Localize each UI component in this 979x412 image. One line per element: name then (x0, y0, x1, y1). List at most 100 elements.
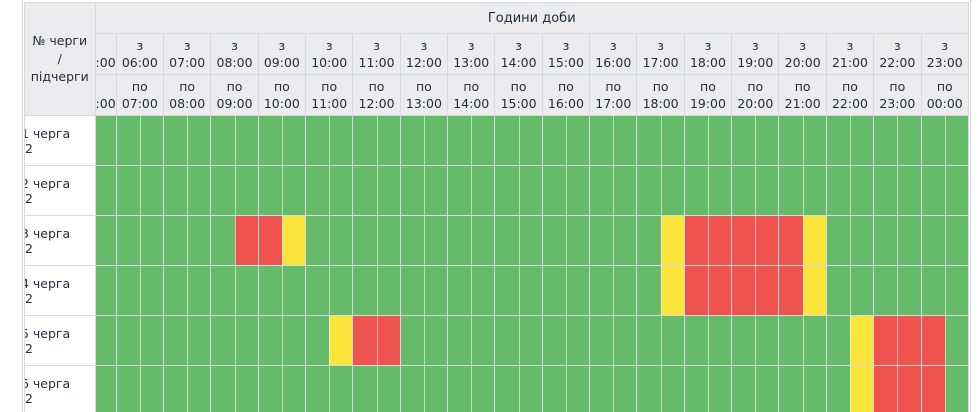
schedule-cell (162, 265, 212, 316)
half-hour-gridline (423, 266, 425, 315)
subqueue-number: 2 (25, 140, 33, 156)
schedule-cell (447, 265, 496, 316)
schedule-half-cell (139, 116, 163, 165)
half-hour-gridline (897, 266, 899, 315)
schedule-half-cell (542, 366, 566, 412)
schedule-half-cell (849, 116, 874, 165)
schedule-half-cell (258, 166, 282, 215)
schedule-half-cell (779, 316, 803, 365)
hour-from-2: з 07:00 (162, 33, 212, 75)
schedule-half-cell (590, 166, 614, 215)
schedule-cell (541, 115, 591, 166)
hour-from-prefix: з (846, 38, 854, 53)
hour-from-16: з 21:00 (825, 33, 875, 75)
schedule-cell (305, 365, 354, 412)
half-hour-gridline (518, 316, 520, 365)
hour-from-value: 16:00 (595, 55, 632, 70)
schedule-half-cell (471, 216, 495, 265)
hour-to-16: по 22:00 (825, 74, 875, 116)
schedule-half-cell (234, 366, 258, 412)
schedule-half-cell (849, 166, 874, 215)
hour-to-14: по 20:00 (731, 74, 780, 116)
schedule-cell (636, 315, 685, 366)
schedule-half-cell (660, 116, 684, 165)
hour-from-prefix: з (136, 38, 144, 53)
schedule-half-cell (684, 366, 708, 412)
hour-from-9: з 14:00 (494, 33, 543, 75)
schedule-half-cell (353, 366, 377, 412)
hour-from-prefix: з (941, 38, 949, 53)
schedule-cell (210, 165, 259, 216)
half-hour-gridline (518, 116, 520, 165)
schedule-half-cell (921, 116, 945, 165)
schedule-half-cell (376, 266, 400, 315)
schedule-half-cell (565, 216, 590, 265)
queue-name: 1 черга (24, 125, 71, 141)
hour-to-value: 20:00 (737, 96, 774, 111)
schedule-cell (162, 165, 212, 216)
half-hour-gridline (471, 366, 473, 412)
schedule-half-cell (921, 316, 945, 365)
half-hour-gridline (329, 216, 331, 265)
schedule-half-cell (944, 216, 968, 265)
half-hour-gridline (471, 166, 473, 215)
hour-to-prefix: по (842, 79, 858, 94)
hour-from-5: з 10:00 (305, 33, 354, 75)
schedule-half-cell (376, 216, 400, 265)
schedule-half-cell (281, 266, 306, 315)
half-hour-gridline (897, 316, 899, 365)
half-hour-gridline (423, 316, 425, 365)
half-hour-gridline (518, 216, 520, 265)
schedule-half-cell (423, 166, 448, 215)
schedule-half-cell (400, 266, 424, 315)
half-hour-gridline (376, 166, 378, 215)
queue-name: 4 черга (24, 275, 71, 291)
schedule-half-cell (874, 316, 898, 365)
schedule-half-cell (234, 216, 258, 265)
schedule-half-cell (660, 316, 684, 365)
schedule-half-cell (258, 316, 282, 365)
schedule-half-cell (448, 216, 472, 265)
hour-from-value: 10:00 (311, 55, 348, 70)
schedule-half-cell (400, 366, 424, 412)
schedule-cell (731, 265, 780, 316)
schedule-half-cell (779, 366, 803, 412)
half-hour-gridline (234, 266, 236, 315)
hour-from-prefix: з (231, 38, 238, 53)
schedule-half-cell (755, 166, 779, 215)
schedule-half-cell (139, 166, 163, 215)
schedule-cell (920, 165, 969, 216)
schedule-half-cell (211, 216, 235, 265)
schedule-half-cell (897, 166, 921, 215)
schedule-cell (399, 165, 449, 216)
schedule-half-cell (95, 116, 116, 165)
schedule-cell (731, 115, 780, 166)
hour-to-value: 11:00 (311, 96, 348, 111)
schedule-half-cell (306, 316, 330, 365)
schedule-cell (94, 265, 117, 316)
schedule-half-cell (874, 366, 898, 412)
schedule-half-cell (518, 366, 542, 412)
hour-from-8: з 13:00 (447, 33, 496, 75)
hour-from-prefix: з (325, 38, 333, 53)
schedule-cell (447, 215, 496, 266)
schedule-cell (636, 115, 685, 166)
half-hour-gridline (707, 116, 709, 165)
schedule-cell (731, 315, 780, 366)
schedule-cell (494, 265, 543, 316)
schedule-half-cell (306, 366, 330, 412)
schedule-cell (778, 115, 827, 166)
schedule-half-cell (448, 366, 472, 412)
schedule-cell (257, 265, 307, 316)
half-hour-gridline (897, 166, 899, 215)
schedule-half-cell (755, 116, 779, 165)
schedule-half-cell (849, 366, 874, 412)
schedule-half-cell (542, 216, 566, 265)
half-hour-gridline (802, 166, 804, 215)
half-hour-gridline (281, 116, 283, 165)
hour-from-value: 12:00 (405, 55, 442, 70)
schedule-half-cell (281, 216, 306, 265)
schedule-half-cell (779, 116, 803, 165)
schedule-half-cell (353, 116, 377, 165)
hour-to-value: 15:00 (500, 96, 537, 111)
